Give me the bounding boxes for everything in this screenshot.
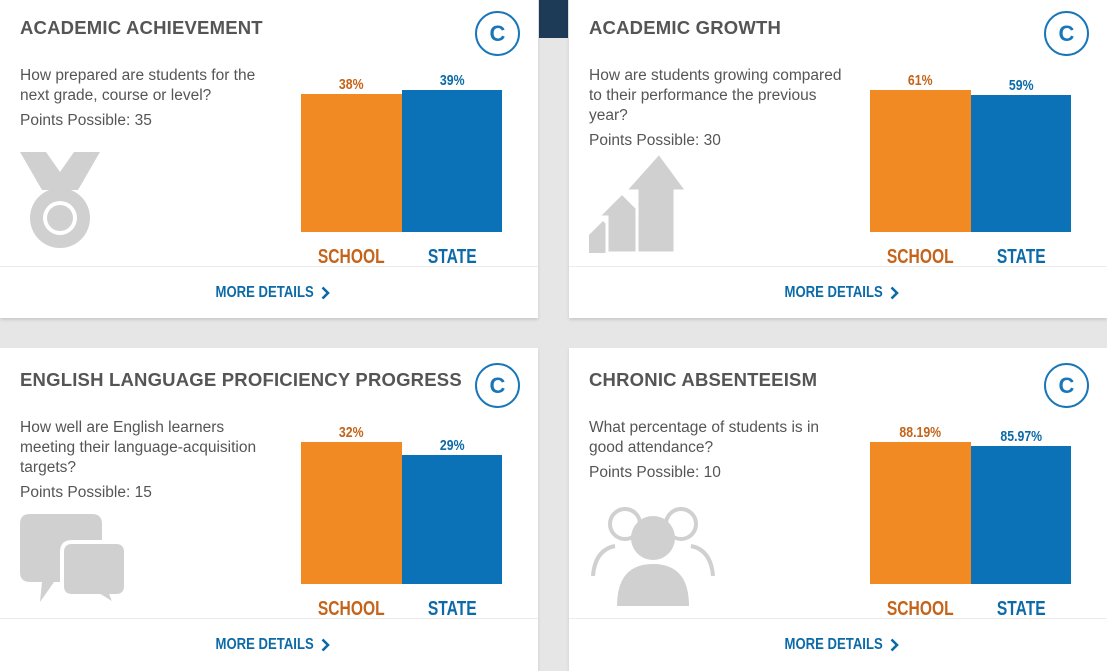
state-value-label: 85.97% bbox=[999, 428, 1042, 445]
comparison-chart: 38% 39% SCHOOL STATE bbox=[301, 70, 502, 275]
card-footer: MORE DETAILS bbox=[0, 266, 538, 318]
card-title: ENGLISH LANGUAGE PROFICIENCY PROGRESS bbox=[20, 369, 462, 390]
state-axis-label: STATE bbox=[996, 246, 1046, 268]
bar-state bbox=[970, 446, 1071, 584]
card-question: How prepared are students for the next g… bbox=[20, 66, 280, 131]
card-title: ACADEMIC GROWTH bbox=[589, 17, 782, 38]
card-footer: MORE DETAILS bbox=[569, 618, 1107, 670]
card-title: ACADEMIC ACHIEVEMENT bbox=[20, 17, 263, 38]
bar-school bbox=[301, 94, 402, 232]
question-text: How prepared are students for the next g… bbox=[20, 67, 256, 104]
school-axis-label: SCHOOL bbox=[886, 598, 954, 620]
state-value-label: 29% bbox=[439, 437, 465, 454]
more-details-link[interactable]: MORE DETAILS bbox=[208, 284, 331, 302]
school-value-label: 32% bbox=[338, 424, 364, 441]
school-axis-label: SCHOOL bbox=[317, 598, 385, 620]
chat-bubbles-icon bbox=[20, 514, 126, 606]
card-chronic-absenteeism: CHRONIC ABSENTEEISM C What percentage of… bbox=[569, 348, 1107, 671]
card-title: CHRONIC ABSENTEEISM bbox=[589, 369, 818, 390]
school-axis-label: SCHOOL bbox=[317, 246, 385, 268]
comparison-chart: 88.19% 85.97% SCHOOL STATE bbox=[870, 422, 1071, 627]
card-footer: MORE DETAILS bbox=[0, 618, 538, 670]
card-question: What percentage of students is in good a… bbox=[589, 418, 849, 483]
bar-school bbox=[870, 90, 971, 232]
people-icon bbox=[591, 507, 715, 606]
more-details-link[interactable]: MORE DETAILS bbox=[777, 636, 900, 654]
points-possible: Points Possible: 35 bbox=[20, 112, 152, 129]
state-axis-label: STATE bbox=[427, 246, 477, 268]
growth-arrows-icon bbox=[589, 153, 687, 253]
chevron-right-icon bbox=[321, 638, 331, 651]
card-footer: MORE DETAILS bbox=[569, 266, 1107, 318]
card-academic-growth: ACADEMIC GROWTH C How are students growi… bbox=[569, 0, 1107, 318]
state-value-label: 59% bbox=[1008, 77, 1034, 94]
chevron-right-icon bbox=[890, 286, 900, 299]
bar-school bbox=[870, 442, 971, 584]
card-academic-achievement: ACADEMIC ACHIEVEMENT C How prepared are … bbox=[0, 0, 538, 318]
comparison-chart: 32% 29% SCHOOL STATE bbox=[301, 422, 502, 627]
comparison-chart: 61% 59% SCHOOL STATE bbox=[870, 70, 1071, 275]
card-english-language-proficiency: ENGLISH LANGUAGE PROFICIENCY PROGRESS C … bbox=[0, 348, 538, 671]
grade-badge: C bbox=[475, 11, 520, 56]
bar-state bbox=[401, 455, 502, 584]
question-text: What percentage of students is in good a… bbox=[589, 419, 820, 456]
bar-state bbox=[401, 90, 502, 232]
points-possible: Points Possible: 10 bbox=[589, 464, 721, 481]
grade-badge: C bbox=[1044, 11, 1089, 56]
school-axis-label: SCHOOL bbox=[886, 246, 954, 268]
state-axis-label: STATE bbox=[996, 598, 1046, 620]
school-value-label: 88.19% bbox=[899, 424, 942, 441]
card-question: How are students growing compared to the… bbox=[589, 66, 849, 151]
question-text: How well are English learners meeting th… bbox=[20, 419, 257, 476]
card-question: How well are English learners meeting th… bbox=[20, 418, 280, 503]
question-text: How are students growing compared to the… bbox=[589, 67, 842, 124]
school-value-label: 61% bbox=[907, 72, 933, 89]
grade-badge: C bbox=[1044, 363, 1089, 408]
state-axis-label: STATE bbox=[427, 598, 477, 620]
bar-school bbox=[301, 442, 402, 584]
chevron-right-icon bbox=[890, 638, 900, 651]
state-value-label: 39% bbox=[439, 72, 465, 89]
points-possible: Points Possible: 30 bbox=[589, 132, 721, 149]
chevron-right-icon bbox=[321, 286, 331, 299]
more-details-link[interactable]: MORE DETAILS bbox=[208, 636, 331, 654]
grade-badge: C bbox=[475, 363, 520, 408]
points-possible: Points Possible: 15 bbox=[20, 484, 152, 501]
school-value-label: 38% bbox=[338, 76, 364, 93]
more-details-link[interactable]: MORE DETAILS bbox=[777, 284, 900, 302]
header-accent bbox=[539, 0, 568, 38]
medal-icon bbox=[20, 152, 100, 248]
bar-state bbox=[970, 95, 1071, 232]
